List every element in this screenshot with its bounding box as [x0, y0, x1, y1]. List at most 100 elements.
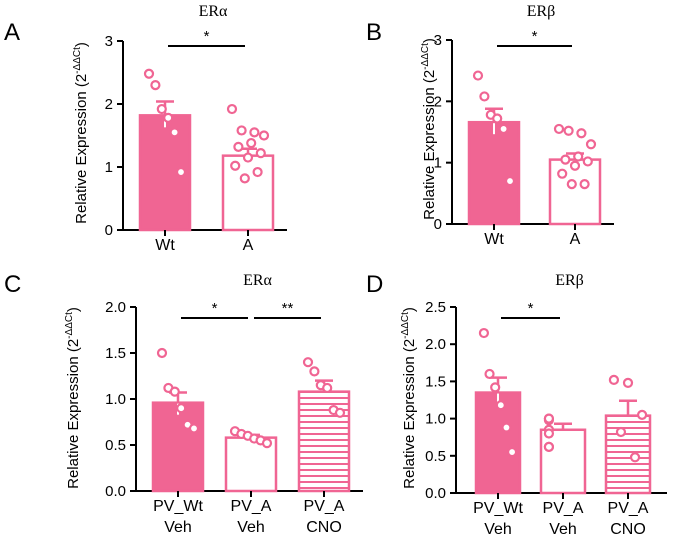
x-category-label: PV_Wt — [153, 498, 203, 515]
x-category-label: Veh — [237, 519, 265, 536]
x-category-label: Wt — [155, 237, 175, 254]
chart-title: ERα — [199, 3, 228, 20]
x-category-label: Veh — [164, 519, 192, 536]
data-point — [236, 125, 247, 136]
y-tick-label: 0.5 — [425, 448, 446, 465]
data-point — [543, 441, 555, 452]
y-tick-label: 1.0 — [425, 411, 446, 428]
data-point — [543, 428, 555, 439]
x-category-label: PV_A — [304, 498, 345, 515]
data-point — [255, 148, 266, 159]
data-point — [226, 103, 238, 115]
data-point — [553, 123, 565, 135]
data-point — [169, 386, 180, 397]
data-point — [585, 139, 597, 150]
y-axis-label-main: Relative Expression (2 — [73, 74, 90, 224]
bar — [539, 428, 587, 495]
data-point — [230, 160, 241, 171]
data-point — [322, 382, 333, 394]
panel-letter: B — [366, 19, 382, 46]
y-axis-label-main: Relative Expression (2 — [421, 70, 438, 220]
bar — [467, 120, 521, 226]
y-axis-label: Relative Expression (2-ΔΔCt) — [64, 307, 82, 489]
data-point — [579, 179, 590, 190]
data-point — [501, 422, 512, 433]
x-category-label: Wt — [484, 231, 504, 248]
data-point — [543, 413, 555, 424]
x-category-label: Veh — [484, 521, 512, 536]
y-axis-label: Relative Expression (2-ΔΔCt) — [400, 307, 418, 489]
y-axis-label-superscript: -ΔΔCt — [400, 312, 411, 339]
panel-letter: C — [4, 271, 21, 298]
y-tick-label: 2.0 — [425, 336, 446, 353]
data-point — [492, 113, 503, 124]
data-point — [636, 409, 648, 420]
data-point — [261, 438, 273, 449]
significance-label: * — [212, 300, 218, 317]
data-point — [472, 70, 484, 81]
data-point — [569, 160, 581, 171]
data-point — [249, 127, 260, 138]
bar — [604, 414, 652, 495]
data-point — [156, 103, 167, 115]
x-category-label: A — [243, 237, 254, 254]
data-point — [560, 154, 571, 165]
panel-a: A ERα Relative Expression (2-ΔΔCt) 0 1 2 3 Wt A * — [4, 3, 287, 254]
data-point — [176, 403, 187, 414]
panel-c: C ERα Relative Expression (2-ΔΔCt) 0.0 0.5 1.… — [4, 271, 363, 536]
data-point — [302, 357, 314, 368]
significance-label: * — [204, 28, 210, 45]
bar — [151, 401, 205, 493]
y-axis-label: Relative Expression (2-ΔΔCt) — [420, 38, 438, 220]
y-tick-label: 1.5 — [105, 345, 126, 362]
data-point — [143, 68, 155, 79]
data-point — [504, 175, 516, 187]
significance-label: * — [528, 300, 534, 317]
data-point — [479, 91, 490, 102]
y-tick-label: 0.5 — [105, 437, 126, 454]
data-point — [573, 151, 584, 162]
y-axis-label-superscript: -ΔΔCt — [420, 43, 431, 70]
y-axis-label-close: ) — [401, 307, 418, 312]
data-point — [566, 179, 577, 190]
data-point — [239, 173, 250, 184]
y-axis-label-close: ) — [65, 307, 82, 312]
y-tick-label: 1 — [434, 155, 442, 172]
x-category-label: PV_A — [608, 500, 649, 517]
data-point — [557, 168, 568, 179]
x-category-label: CNO — [610, 521, 646, 536]
panel-letter: D — [366, 271, 383, 298]
chart-title: ERα — [243, 272, 272, 289]
y-tick-label: 0.0 — [425, 485, 446, 502]
y-axis-label: Relative Expression (2-ΔΔCt) — [72, 42, 90, 224]
y-axis-label-close: ) — [73, 42, 90, 47]
data-point — [258, 130, 270, 141]
y-tick-label: 2.0 — [105, 299, 126, 316]
y-tick-label: 0 — [434, 216, 442, 233]
y-tick-label: 3 — [434, 32, 442, 49]
data-point — [156, 347, 168, 359]
data-point — [608, 374, 620, 386]
y-axis-label-superscript: -ΔΔCt — [64, 312, 75, 339]
y-tick-label: 1.5 — [425, 373, 446, 390]
y-tick-label: 2 — [105, 96, 113, 113]
significance-label: * — [532, 28, 538, 45]
data-point — [622, 377, 634, 388]
chart-title: ERβ — [527, 3, 556, 20]
panel-d: D ERβ Relative Expression (2-ΔΔCt) 0.0 0.5 1.… — [366, 271, 667, 536]
y-tick-label: 2 — [434, 93, 442, 110]
data-point — [334, 407, 346, 418]
y-tick-label: 0 — [105, 222, 113, 239]
chart-title: ERβ — [555, 272, 584, 289]
panel-letter: A — [4, 19, 20, 46]
data-point — [478, 327, 490, 339]
bar — [297, 390, 351, 493]
significance-label: ** — [282, 300, 294, 317]
y-tick-label: 3 — [105, 33, 113, 50]
x-category-label: PV_A — [231, 498, 272, 515]
data-point — [563, 125, 574, 136]
y-tick-label: 1 — [105, 159, 113, 176]
data-point — [615, 426, 627, 438]
y-tick-label: 0.0 — [105, 483, 126, 500]
